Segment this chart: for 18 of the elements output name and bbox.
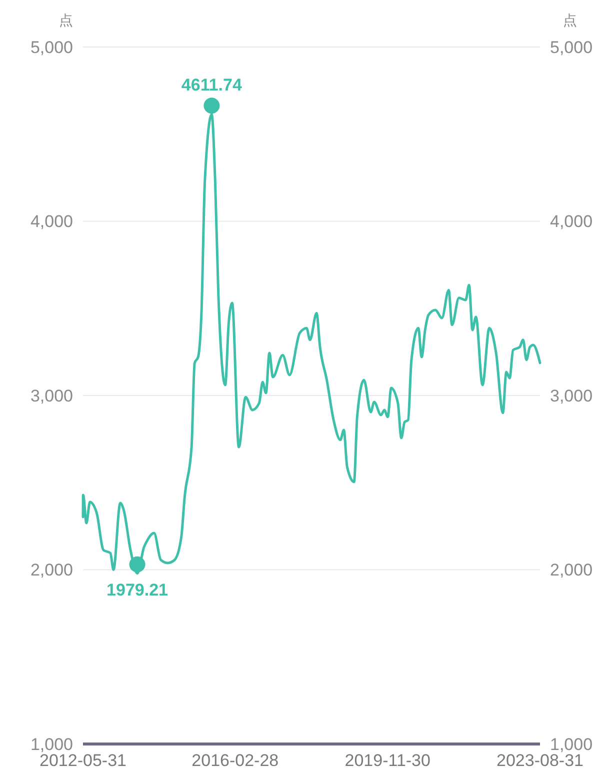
x-tick-label: 2023-08-31 <box>496 751 584 770</box>
y2-tick-label: 4,000 <box>550 212 593 232</box>
y-axis-title: 点 <box>59 12 73 28</box>
y-tick-label: 2,000 <box>30 560 73 580</box>
annotation: 1979.21 <box>106 580 168 600</box>
y-tick-label: 4,000 <box>30 212 73 232</box>
y-tick-label: 1,000 <box>30 734 73 754</box>
y2-tick-label: 5,000 <box>550 38 593 57</box>
x-tick-label: 2016-02-28 <box>192 751 279 770</box>
y-tick-label: 3,000 <box>30 386 73 406</box>
x-tick-label: 2012-05-31 <box>40 751 126 770</box>
x-tick-label: 2019-11-30 <box>344 751 430 770</box>
y2-axis-title: 点 <box>563 12 577 28</box>
y-tick-label: 5,000 <box>30 38 73 57</box>
y2-tick-label: 3,000 <box>550 386 593 406</box>
annotation: 4611.74 <box>181 76 242 95</box>
y2-tick-label: 2,000 <box>550 560 593 580</box>
y2-tick-label: 1,000 <box>550 734 593 754</box>
